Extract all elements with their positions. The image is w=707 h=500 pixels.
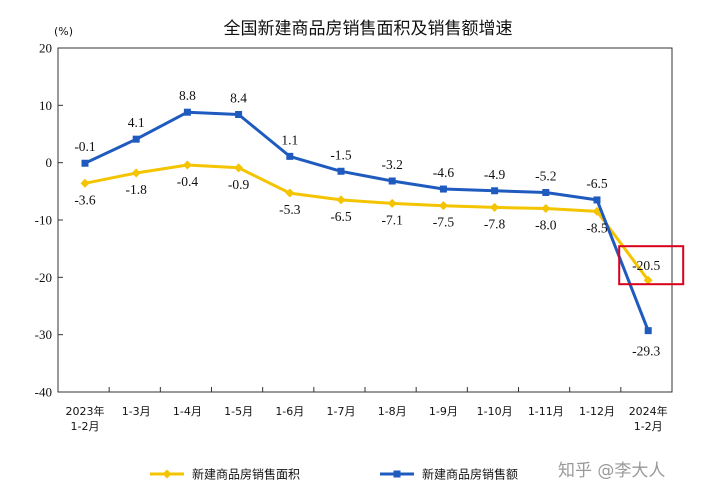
series-point-0 [643,275,653,285]
x-tick-label-line: 1-5月 [224,405,253,418]
data-label: -0.4 [177,174,199,189]
chart-title: 全国新建商品房销售面积及销售额增速 [224,19,513,39]
data-label: -7.1 [382,212,403,227]
legend-label-1: 新建商品房销售额 [422,467,518,482]
y-tick-label: -30 [35,327,52,342]
series-point-1 [388,177,396,185]
data-label: -6.5 [330,209,352,224]
series-point-1 [81,159,89,167]
series-point-0 [234,163,244,173]
series-point-0 [541,204,551,214]
series-point-1 [593,196,601,204]
y-tick-label: -20 [35,270,52,285]
x-tick-label-line: 1-4月 [173,405,202,418]
series-point-1 [542,188,550,196]
series-point-0 [490,202,500,212]
data-label: -1.8 [126,182,148,197]
highlight-box [618,245,685,286]
data-label: -6.5 [586,176,608,191]
x-tick-label: 1-7月 [327,405,356,418]
x-tick-label-line: 1-10月 [477,405,513,418]
series-point-1 [286,152,294,160]
series-line-1 [84,110,650,332]
y-axis: 20 10 0 -10 -20 -30 -40 [35,41,63,400]
x-tick-label-line: 1-2月 [634,420,663,433]
data-label: -29.3 [632,344,660,359]
series-line-0 [84,163,650,282]
y-tick-label: 10 [39,98,52,113]
x-tick-label-line: 1-8月 [378,405,407,418]
data-label: -0.1 [74,139,95,154]
x-tick-label-line: 1-6月 [275,405,304,418]
x-tick-label-line: 1-7月 [327,405,356,418]
x-tick-label: 1-3月 [122,405,151,418]
y-tick-label: 0 [46,155,53,170]
x-tick-label: 1-12月 [579,405,615,418]
data-label: -3.2 [382,157,403,172]
x-tick-label: 1-4月 [173,405,202,418]
series-point-1 [439,185,447,193]
data-label: -8.5 [586,220,608,235]
x-tick-label: 1-6月 [275,405,304,418]
x-tick-label-line: 1-11月 [528,405,564,418]
plot-frame [57,47,673,393]
x-tick-label: 2024年 1-2月 [629,404,668,433]
x-tick-label-line: 1-3月 [122,405,151,418]
series-point-0 [336,195,346,205]
watermark: 知乎 @李大人 [558,461,665,481]
series-point-0 [80,178,90,188]
data-label: -7.8 [484,216,506,231]
data-label: -4.6 [433,165,455,180]
data-label: -8.0 [535,218,557,233]
data-label: -5.2 [535,168,556,183]
legend-marker-0 [162,469,172,479]
series-point-0 [438,201,448,211]
x-tick-label-line: 1-2月 [71,420,100,433]
legend-label-0: 新建商品房销售面积 [192,467,300,482]
series-layer [80,108,653,335]
series-point-0 [285,188,295,198]
data-label: -20.5 [632,258,660,273]
x-tick-label: 1-9月 [429,405,458,418]
series-point-0 [131,168,141,178]
data-label: -7.5 [433,215,455,230]
x-axis: 2023年 1-2月 1-3月 1-4月 1-5月 1-6月 1-7月 1-8月 1-9月 1-1… [57,387,673,433]
x-tick-label-line: 2023年 [66,404,105,418]
data-label: 8.4 [230,91,247,106]
data-label: 4.1 [128,115,145,130]
x-tick-label: 1-5月 [224,405,253,418]
y-unit-label: (%) [54,25,73,38]
x-tick-label: 2023年 1-2月 [66,404,105,433]
x-tick-label: 1-8月 [378,405,407,418]
x-tick-label: 1-10月 [477,405,513,418]
legend: 新建商品房销售面积 新建商品房销售额 [150,467,518,482]
data-label-layer: -3.6 -1.8 -0.4 -0.9 -5.3 -6.5 -7.1 -7.5 -7.8 -8.0… [74,88,685,359]
series-point-1 [235,111,243,119]
y-tick-label: -40 [35,385,52,400]
x-tick-label: 1-11月 [528,405,564,418]
data-label: -5.3 [279,202,301,217]
y-tick-label: 20 [39,41,52,56]
legend-marker-1 [393,470,401,478]
series-point-1 [491,187,499,195]
series-point-1 [644,327,652,335]
series-point-1 [132,135,140,143]
y-tick-label: -10 [35,213,52,228]
data-label: -1.5 [330,147,352,162]
data-label: 1.1 [281,132,298,147]
data-label: 8.8 [179,88,196,103]
x-tick-label-line: 2024年 [629,404,668,418]
data-label: -3.6 [74,192,96,207]
x-tick-label-line: 1-9月 [429,405,458,418]
series-point-1 [337,167,345,175]
data-label: -0.9 [228,177,250,192]
series-point-1 [183,108,191,116]
x-tick-label-line: 1-12月 [579,405,615,418]
series-point-0 [387,198,397,208]
data-label: -4.9 [484,167,506,182]
series-point-0 [182,160,192,170]
